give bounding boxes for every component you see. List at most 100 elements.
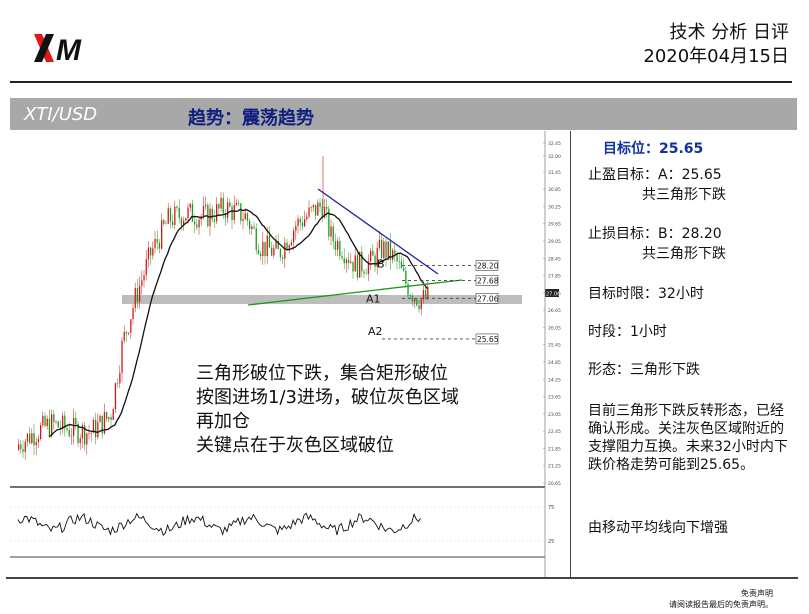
price-levels: 28.20 B 27.68 27.06 A1 25.65 A2 [366,257,499,345]
y-tick-label: 21.25 [548,464,561,470]
moving-average-line [48,208,428,438]
level-value: 28.20 [477,261,499,270]
candle-body [130,319,132,333]
triangle-upper-line [317,188,439,275]
candle-body [211,208,213,220]
candle-body [284,242,286,259]
y-tick-label: 22.45 [548,429,561,435]
candle-body [317,202,319,216]
candle-body [345,259,348,264]
y-tick-label: 27.85 [548,274,561,280]
candle-body [387,241,389,258]
y-tick-label: 32.45 [548,141,561,147]
candle-body [121,340,123,373]
candle-body [114,383,117,410]
stop-loss: 止损目标：B：28.20 [588,226,722,242]
candle-body [222,197,224,214]
stop-loss-note: 共三角形下跌 [642,246,726,262]
y-tick-label: 20.65 [548,481,561,487]
candle-body [20,444,22,450]
level-label: B [377,257,385,270]
footer-divider [6,577,798,579]
candle-body [409,295,411,297]
candle-body [359,251,361,278]
candle-body [350,261,352,263]
candle-body [341,256,343,259]
candle-body [422,290,425,300]
candle-body [323,206,326,218]
candle-body [271,247,273,256]
candle-body [392,250,394,260]
candle-body [26,433,29,442]
candle-body [29,433,31,444]
candle-body [95,419,97,438]
candle-body [363,271,365,274]
chart-note-1: 三角形破位下跌，集合矩形破位 [196,363,448,384]
candle-body [293,230,295,243]
candle-body [264,241,266,257]
candle-body [112,409,114,420]
candle-body [86,433,88,445]
candle-body [385,241,387,258]
candle-body [297,218,299,226]
candle-body [389,241,392,260]
candle-body [101,415,103,434]
candle-body [92,419,95,433]
candle-body [365,273,367,275]
candle-body [299,218,301,223]
candle-body [108,417,110,419]
candle-body [172,221,174,225]
candle-body [64,415,66,429]
time-limit: 目标时限：32小时 [588,286,704,302]
y-tick-label: 28.45 [548,256,561,262]
candle-body [198,219,200,228]
candle-body [240,203,242,222]
candle-body [106,412,108,419]
disclaimer: 免责声明 请阅读报告最后的免责声明。 [669,588,773,610]
y-tick-label: 26.05 [548,325,561,331]
candle-body [286,242,288,251]
candle-body [156,238,158,243]
candle-body [312,204,315,208]
candle-body [370,250,372,262]
y-tick-label: 24.85 [548,360,561,366]
header-divider [10,81,792,83]
candle-body [306,216,308,220]
symbol-label: XTI/USD [24,104,98,125]
candle-body [81,425,84,439]
candle-body [383,241,385,258]
candle-body [42,415,44,426]
y-tick-label: 29.05 [548,239,561,245]
candle-body [18,444,20,450]
pattern: 形态：三角形下跌 [588,362,700,378]
candle-body [321,206,323,218]
candle-body [403,268,405,271]
candle-body [394,250,396,254]
candle-body [414,299,416,302]
candle-body [165,223,167,225]
candle-body [75,417,77,425]
candle-body [51,414,53,436]
level-box [475,260,499,271]
y-tick-label: 26.65 [548,308,561,314]
candle-body [416,299,418,306]
candle-body [407,283,409,296]
y-axis: 32.45 32.00 31.45 30.85 30.25 29.65 29.05 28.45… [543,141,561,487]
xm-logo: M [34,34,82,67]
y-tick-label: 24.25 [548,377,561,383]
candle-body [290,242,293,246]
candle-body [227,202,229,218]
candle-body [246,213,249,221]
candle-body [145,259,147,276]
candle-body [150,247,152,256]
candle-body [218,204,220,209]
candle-body [161,220,163,249]
candle-body [147,247,150,260]
level-value: 27.68 [477,276,499,285]
candle-body [84,425,86,445]
osc-tick-label: 75 [548,505,554,511]
candle-body [55,421,57,423]
candle-body [110,417,112,420]
candle-body [326,206,328,209]
candle-body [31,433,33,444]
